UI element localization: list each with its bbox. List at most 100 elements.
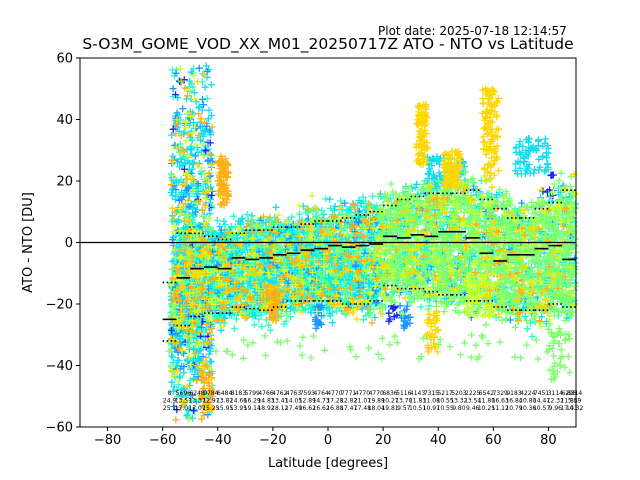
bin-label: 17.01 [175,405,192,412]
bin-label: 5696 [176,390,191,397]
y-tick-label: −60 [46,421,73,436]
bin-label: 13.32 [450,398,467,405]
bin-label: 15.25 [202,405,219,412]
bin-label: 4762 [272,390,287,397]
bin-label: 4143 [410,390,425,397]
bin-label: 5203 [451,390,466,397]
x-tick-label: 40 [430,433,447,448]
bin-label: 10.51 [409,405,426,412]
x-tick-label: −20 [259,433,286,448]
bin-label: 14.83 [257,398,274,405]
bin-label: 17.47 [340,405,357,412]
bin-label: 21.07 [354,398,371,405]
bin-label: 18.92 [257,405,274,412]
x-axis-label: Latitude [degrees] [268,456,388,471]
bin-label: 7451 [534,390,549,397]
bin-label: 5.59 [568,398,582,405]
bin-label: 10.32 [566,405,583,412]
bin-label: 6484 [217,390,232,397]
y-tick-label: 0 [65,236,73,251]
bin-label: 10.80 [519,398,536,405]
bin-label: 19.89 [368,398,385,405]
bin-label: 12.97 [202,398,219,405]
bin-label: 3114 [548,390,563,397]
y-tick-label: 40 [56,113,73,128]
bin-label: 16.88 [326,405,343,412]
bin-label: 15.95 [216,405,233,412]
bin-label: 7593 [300,390,315,397]
bin-label: 12.32 [547,398,564,405]
bin-label: 6298 [561,390,576,397]
bin-label: 14.73 [313,398,330,405]
y-axis: −60 −40 −20 0 20 40 60 [46,52,80,436]
bin-label: 9.96 [549,405,563,412]
bin-label: 10.36 [519,405,536,412]
bin-label: 5799 [245,390,260,397]
bin-label: 16.84 [505,398,522,405]
y-tick-label: −20 [46,298,73,313]
bin-label: 9784 [203,390,218,397]
plot-date: Plot date: 2025-07-18 12:14:57 [378,24,567,38]
bin-label: 4763 [286,390,301,397]
bin-label: 8 [168,390,172,397]
bin-label: 10.97 [423,405,440,412]
scatter-points [165,62,579,424]
bin-label: 16.62 [313,405,330,412]
bin-label: 14.47 [533,398,550,405]
bin-label: 13.54 [464,398,481,405]
bin-label: 5116 [396,390,411,397]
bin-label: 16.62 [299,405,316,412]
bin-label: 17.49 [285,405,302,412]
bin-label: 8314 [567,390,582,397]
x-axis: −80 −60 −40 −20 0 20 40 60 80 [94,427,557,448]
bin-label: 6248 [189,390,204,397]
x-tick-label: −80 [94,433,121,448]
bin-label: 13.41 [271,398,288,405]
bin-label: 13.37 [189,398,206,405]
x-tick-label: −40 [204,433,231,448]
bin-label: 4224 [520,390,535,397]
x-tick-label: −60 [149,433,176,448]
x-tick-label: 20 [375,433,392,448]
y-tick-label: −40 [46,359,73,374]
bin-label: 6836 [382,390,397,397]
bin-label: 18.12 [271,405,288,412]
bin-label: 4770 [369,390,384,397]
bin-label: 12.89 [299,398,316,405]
x-tick-label: 80 [540,433,557,448]
x-tick-label: 0 [324,433,332,448]
bin-label: 16.63 [492,398,509,405]
y-tick-label: 20 [56,175,73,190]
bin-label: 4770 [355,390,370,397]
y-axis-label: ATO - NTO [DU] [21,192,36,293]
bin-label: 6542 [479,390,494,397]
bin-label: 13.51 [175,398,192,405]
bin-label: 16.29 [244,398,261,405]
bin-label: 17.28 [326,398,343,405]
bin-label: 10.25 [478,405,495,412]
bin-label: 19.14 [244,405,261,412]
bin-label: 13.82 [216,398,233,405]
bin-label: 11.08 [423,398,440,405]
bin-label: 13.70 [395,398,412,405]
bin-label: 9.57 [397,405,411,412]
bin-statistics [162,189,576,342]
y-tick-label: 60 [56,52,73,67]
bin-label: 11.80 [478,398,495,405]
bin-label: 10.27 [381,398,398,405]
bin-label: 24.9 [163,398,177,405]
bin-label: 25.1 [163,405,177,412]
bin-label: 11.84 [561,398,578,405]
bin-label: 4770 [327,390,342,397]
bin-label: 12.82 [340,398,357,405]
bin-label: 7771 [341,390,356,397]
bin-label: 14.05 [285,398,302,405]
bin-label: 10.57 [533,405,550,412]
bin-label: 5217 [437,390,452,397]
bin-label: 7329 [493,390,508,397]
bin-label: 9.46 [466,405,480,412]
bin-label: 10.55 [437,398,454,405]
bin-label: 10.55 [437,405,454,412]
